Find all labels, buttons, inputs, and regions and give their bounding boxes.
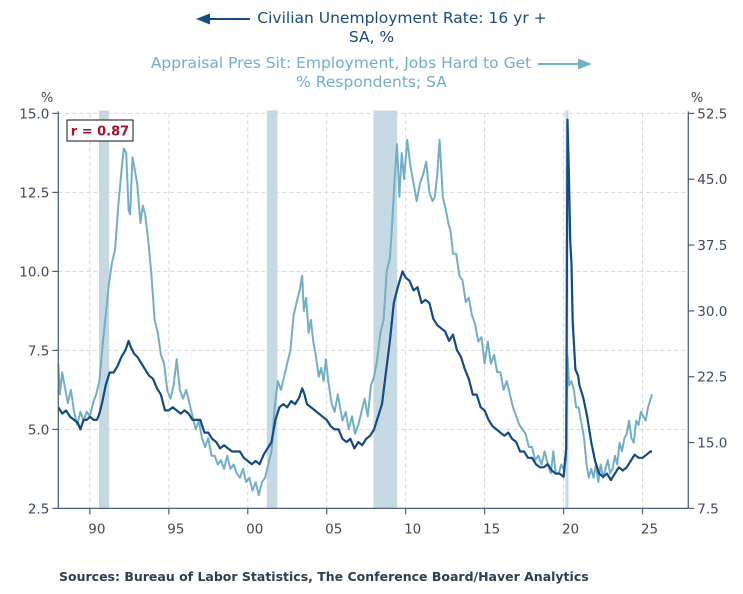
right-axis-tick-label: 52.5: [697, 106, 727, 122]
dual-axis-line-chart: 2.5 5.0 7.5 10.0 12.5 15.0 7.5 15.0 22.5 30.0 37.5…: [19, 91, 727, 537]
legend-left-series: Civilian Unemployment Rate: 16 yr + SA, …: [0, 9, 743, 47]
right-axis-unit-label: %: [691, 91, 703, 106]
right-axis-tick-label: 30.0: [697, 304, 727, 320]
legend-right-series: Appraisal Pres Sit: Employment, Jobs Har…: [0, 54, 743, 92]
right-axis-tick-label: 15.0: [697, 436, 727, 452]
left-axis-tick-label: 12.5: [19, 185, 49, 201]
jobs-hard-to-get-line: [57, 138, 653, 497]
legend-left-label-line1: Civilian Unemployment Rate: 16 yr +: [257, 9, 547, 27]
x-axis-tick-label: 95: [167, 521, 184, 537]
right-axis-tick-label: 7.5: [697, 501, 718, 517]
right-axis-tick-label: 45.0: [697, 172, 727, 188]
sources-note: Sources: Bureau of Labor Statistics, The…: [59, 569, 589, 584]
correlation-label: r = 0.87: [71, 125, 129, 140]
arrow-right-icon: [538, 58, 593, 69]
gridlines: [58, 112, 689, 509]
unemployment-rate-line: [57, 118, 652, 482]
legend-right-label-line2: % Respondents; SA: [296, 73, 447, 91]
x-axis-tick-label: 20: [562, 521, 579, 537]
legend-left-label-line2: SA, %: [348, 28, 395, 46]
left-axis-tick-label: 5.0: [28, 422, 49, 438]
recession-bar: [266, 110, 278, 509]
right-axis-tick-label: 37.5: [697, 238, 727, 254]
recession-shading: [99, 110, 569, 509]
left-axis-tick-label: 10.0: [19, 264, 49, 280]
x-axis-tick-label: 10: [404, 521, 421, 537]
arrow-left-icon: [196, 13, 251, 24]
legend-right-label-line1: Appraisal Pres Sit: Employment, Jobs Har…: [150, 54, 532, 72]
x-axis-tick-label: 15: [483, 521, 500, 537]
left-axis-tick-label: 7.5: [28, 343, 49, 359]
left-axis-tick-label: 15.0: [19, 106, 49, 122]
correlation-annotation: r = 0.87: [66, 119, 134, 142]
x-axis-tick-label: 25: [641, 521, 658, 537]
x-axis-tick-label: 00: [246, 521, 263, 537]
recession-bar: [99, 110, 110, 509]
x-axis-tick-label: 90: [88, 521, 105, 537]
x-axis-tick-label: 05: [325, 521, 342, 537]
series-lines: [57, 118, 653, 497]
left-axis-unit-label: %: [41, 91, 53, 106]
right-axis-tick-label: 22.5: [697, 370, 727, 386]
left-axis-tick-label: 2.5: [28, 501, 49, 517]
axes: 2.5 5.0 7.5 10.0 12.5 15.0 7.5 15.0 22.5 30.0 37.5…: [19, 106, 727, 537]
